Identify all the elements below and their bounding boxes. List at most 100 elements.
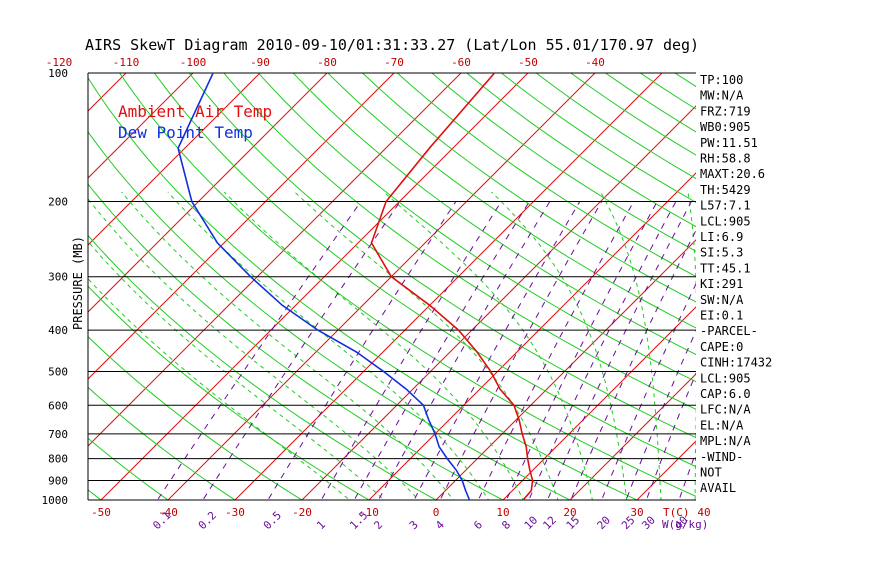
dry-adiabat-line: [361, 73, 696, 303]
ambient-air-temp-line: [370, 73, 534, 500]
moist-adiabat-line: [121, 191, 455, 500]
dry-adiabat-line: [604, 73, 696, 133]
index-item: LFC:N/A: [700, 403, 751, 417]
moist-adiabat-line: [600, 191, 662, 500]
isotherm-line: [88, 73, 462, 447]
top-temp-tick-label: -100: [180, 56, 207, 69]
dry-adiabat-line: [465, 73, 696, 228]
index-item: L57:7.1: [700, 199, 751, 213]
mixing-ratio-line: [546, 201, 692, 500]
top-temp-tick-label: -40: [585, 56, 605, 69]
dry-adiabat-line: [814, 54, 870, 510]
bottom-temp-tick-label: -40: [158, 506, 178, 519]
isotherm-line: [368, 172, 696, 500]
mixing-ratio-tick-label: 3: [407, 518, 421, 532]
pressure-tick-label: 700: [48, 428, 68, 441]
pressure-tick-label: 1000: [42, 494, 69, 507]
dry-adiabat-line: [747, 54, 870, 510]
pressure-tick-labels: 100 200 300 400 500 600 700 800 900 1000: [42, 67, 69, 507]
dry-adiabat-line: [396, 73, 696, 277]
dry-adiabat-line: [119, 73, 696, 497]
mixing-ratio-line: [267, 201, 457, 500]
isotherm-line: [762, 53, 870, 509]
index-item: TP:100: [700, 73, 743, 87]
dry-adiabat-line: [153, 73, 696, 468]
bottom-temp-tick-label: -10: [359, 506, 379, 519]
dry-adiabat-line: [257, 73, 696, 383]
pressure-tick-label: 900: [48, 474, 68, 487]
dry-adiabat-line: [535, 73, 696, 180]
index-item: SI:5.3: [700, 246, 743, 260]
dry-adiabat-line: [500, 73, 696, 203]
index-item: MAXT:20.6: [700, 167, 765, 181]
index-item: SW:N/A: [700, 293, 744, 307]
isotherm-line: [569, 373, 696, 500]
legend-air-temp: Ambient Air Temp: [118, 102, 272, 121]
index-item: RH:58.8: [700, 152, 751, 166]
moist-adiabat-line: [223, 191, 524, 500]
index-item: CAP:6.0: [700, 387, 751, 401]
index-item: TH:5429: [700, 183, 751, 197]
mixing-ratio-tick-label: 0.2: [196, 509, 219, 532]
mixing-ratio-line: [570, 229, 696, 500]
mixing-ratio-tick-label: 8: [499, 518, 513, 532]
mixing-ratio-tick-label: 20: [595, 514, 614, 533]
moist-adiabat-line: [383, 191, 593, 500]
dry-adiabats: [0, 54, 870, 510]
mixing-ratio-line: [202, 201, 401, 500]
dry-adiabat-line: [780, 54, 870, 510]
isotherm-line: [829, 53, 870, 509]
isotherm-line: [234, 73, 663, 500]
air-temp-series: [370, 73, 534, 500]
bottom-temp-tick-label: -20: [292, 506, 312, 519]
index-item: NOT: [700, 466, 722, 480]
pressure-tick-label: 400: [48, 324, 68, 337]
dry-adiabat-line: [0, 54, 45, 510]
dry-adiabat-line: [223, 73, 696, 410]
mixing-unit-label: W(g/kg): [662, 518, 708, 531]
isotherm-line: [502, 306, 696, 500]
dry-adiabat-line: [569, 73, 696, 156]
pressure-tick-label: 800: [48, 453, 68, 466]
mixing-ratio-tick-label: 2: [371, 518, 385, 532]
isotherm-line: [88, 73, 328, 313]
bottom-temp-tick-label: -50: [91, 506, 111, 519]
dry-adiabat-line: [188, 73, 696, 439]
mixing-ratio-line: [528, 201, 677, 500]
y-axis-label: PRESSURE (MB): [71, 236, 85, 330]
index-item: MPL:N/A: [700, 434, 751, 448]
moist-adiabat-line: [294, 191, 559, 500]
dry-adiabat-line: [327, 73, 696, 329]
mixing-ratio-lines: [156, 201, 696, 500]
mixing-ratio-tick-label: 4: [433, 518, 447, 532]
top-temp-tick-label: -60: [451, 56, 471, 69]
moist-adiabat-line: [687, 191, 696, 500]
mixing-ratio-tick-label: 0.5: [261, 509, 284, 532]
mixing-ratio-line: [413, 201, 581, 500]
dry-adiabat-line: [88, 131, 572, 500]
top-temp-tick-label: -110: [113, 56, 140, 69]
index-item: CINH:17432: [700, 356, 772, 370]
moist-adiabat-line: [491, 191, 628, 500]
index-item: LCL:905: [700, 214, 751, 228]
pressure-tick-label: 100: [48, 67, 68, 80]
top-temp-tick-label: -50: [518, 56, 538, 69]
index-item: EI:0.1: [700, 309, 743, 323]
index-item: EL:N/A: [700, 418, 744, 432]
index-item: LCL:905: [700, 371, 751, 385]
isotherms: [88, 53, 870, 509]
bottom-temp-tick-label: 40: [697, 506, 710, 519]
bottom-temp-tick-label: 10: [496, 506, 509, 519]
dry-adiabat-line: [88, 335, 303, 500]
isotherm-line: [88, 73, 261, 246]
index-item: FRZ:719: [700, 104, 751, 118]
moist-adiabat-line: [88, 240, 385, 500]
top-temp-tick-label: -90: [250, 56, 270, 69]
index-item: LI:6.9: [700, 230, 743, 244]
mixing-ratio-line: [477, 201, 635, 500]
chart-title: AIRS SkewT Diagram 2010-09-10/01:31:33.2…: [85, 36, 699, 54]
moist-adiabats: [88, 191, 696, 500]
moist-adiabat-line: [88, 197, 420, 500]
